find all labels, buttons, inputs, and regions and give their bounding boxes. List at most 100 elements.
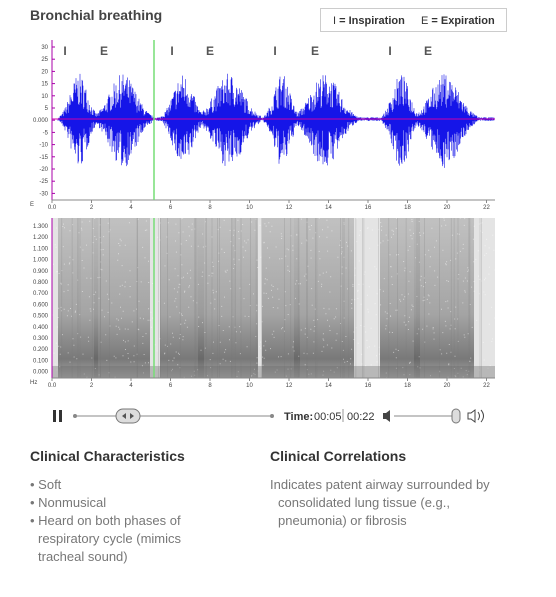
phase-marker: E — [100, 44, 108, 58]
volume-thumb[interactable] — [451, 408, 461, 424]
spectrogram-floor — [52, 366, 495, 378]
x-tick-label: 12 — [286, 205, 293, 211]
y-tick-label: 1.000 — [33, 258, 49, 264]
y-tick-label: 1.200 — [33, 235, 49, 241]
spectrogram-band — [294, 218, 354, 378]
seek-thumb[interactable] — [115, 408, 141, 424]
x-tick-label: 16 — [365, 383, 372, 389]
x-tick-label: 14 — [325, 205, 332, 211]
waveform-trace — [57, 73, 495, 168]
x-tick-label: 4 — [129, 383, 133, 389]
unit-label: Hz — [30, 380, 37, 386]
title: Bronchial breathing — [30, 7, 162, 23]
phase-marker: I — [273, 44, 276, 58]
list-item: Soft — [30, 476, 230, 494]
y-tick-label: 20 — [41, 69, 48, 75]
x-tick-label: 10 — [246, 383, 253, 389]
x-tick-label: 0.0 — [48, 205, 57, 211]
phase-marker: E — [206, 44, 214, 58]
y-tick-label: 0.000 — [33, 370, 49, 376]
y-tick-label: 30 — [41, 45, 48, 51]
correlations: Clinical Correlations Indicates patent a… — [270, 448, 490, 530]
spectrogram-band — [414, 218, 474, 378]
mute-button[interactable] — [383, 410, 390, 422]
y-tick-label: 0.600 — [33, 302, 49, 308]
phase-marker: E — [424, 44, 432, 58]
spectrogram-band — [58, 218, 98, 378]
y-tick-label: -30 — [39, 191, 48, 197]
y-tick-label: 0.700 — [33, 291, 49, 297]
y-tick-label: 25 — [41, 57, 48, 63]
x-tick-label: 20 — [444, 383, 451, 389]
spectrogram-noise — [52, 217, 496, 379]
legend-box — [320, 8, 507, 32]
x-tick-label: 20 — [444, 205, 451, 211]
seek-arrows — [122, 413, 134, 419]
x-tick-label: 2 — [90, 205, 94, 211]
x-tick-label: 18 — [404, 205, 411, 211]
list: Soft Nonmusical Heard on both phases of … — [30, 476, 230, 566]
x-tick-label: 18 — [404, 383, 411, 389]
unit-label: E — [30, 202, 34, 208]
y-tick-label: 0.900 — [33, 269, 49, 275]
y-tick-label: -15 — [39, 155, 48, 161]
characteristics: Clinical Characteristics Soft Nonmusical… — [30, 448, 230, 566]
y-tick-label: 0.100 — [33, 358, 49, 364]
y-tick-label: 0.400 — [33, 325, 49, 331]
y-tick-label: 0.300 — [33, 336, 49, 342]
seek-end — [270, 414, 274, 418]
spectrogram: 1.300 1.200 1.100 1.000 0.900 0.800 0.700 0.600… — [30, 217, 496, 389]
list-item: Nonmusical — [30, 494, 230, 512]
legend-item: E = Expiration — [421, 15, 495, 27]
volume-icon[interactable] — [467, 409, 484, 423]
x-tick-label: 22 — [483, 205, 490, 211]
x-tick-label: 8 — [208, 205, 212, 211]
x-tick-label: 6 — [169, 383, 173, 389]
player-controls: Time: 00:05 00:22 — [53, 408, 484, 424]
phase-marker: I — [388, 44, 391, 58]
spectrogram-band — [94, 218, 150, 378]
section-title: Clinical Characteristics — [30, 448, 185, 464]
y-tick-label: 0.500 — [33, 314, 49, 320]
pause-button[interactable] — [53, 410, 56, 422]
spectrogram-band — [198, 218, 258, 378]
y-tick-label: 15 — [41, 82, 48, 88]
y-tick-label: 1.300 — [33, 224, 49, 230]
x-tick-label: 0.0 — [48, 383, 57, 389]
x-tick-label: 2 — [90, 383, 94, 389]
waveform: I E I E I E I E 30 25 20 15 10 5 0.000 -5 -10 -15 -20 -25 -3… — [30, 40, 495, 211]
y-tick-label: 0.800 — [33, 280, 49, 286]
time-total: 00:22 — [347, 411, 375, 423]
y-tick-label: -10 — [39, 143, 48, 149]
list-item: Heard on both phases of respiratory cycl… — [30, 512, 230, 566]
y-tick-label: 10 — [41, 94, 48, 100]
x-tick-label: 10 — [246, 205, 253, 211]
spectrogram-band — [160, 218, 204, 378]
x-tick-label: 22 — [483, 383, 490, 389]
x-tick-label: 14 — [325, 383, 332, 389]
y-tick-label: 0.200 — [33, 347, 49, 353]
y-tick-label: 1.100 — [33, 246, 49, 252]
x-tick-label: 8 — [208, 383, 212, 389]
y-tick-label: -20 — [39, 167, 48, 173]
y-tick-label: -25 — [39, 179, 48, 185]
seek-end — [73, 414, 77, 418]
phase-marker: I — [170, 44, 173, 58]
y-tick-label: -5 — [43, 130, 49, 136]
section-title: Clinical Correlations — [270, 448, 407, 464]
x-tick-label: 6 — [169, 205, 173, 211]
pause-button — [59, 410, 62, 422]
x-tick-label: 4 — [129, 205, 133, 211]
y-tick-label: 0.000 — [33, 118, 49, 124]
time-label: Time: — [284, 411, 313, 423]
y-tick-label: 5 — [45, 106, 49, 112]
section-text: Indicates patent airway surrounded by co… — [270, 477, 490, 528]
time-current: 00:05 — [314, 411, 342, 423]
spectrogram-band — [380, 218, 420, 378]
phase-marker: I — [63, 44, 66, 58]
legend-item: I = Inspiration — [333, 15, 405, 27]
x-tick-label: 12 — [286, 383, 293, 389]
player-view: Bronchial breathing I = Inspiration E = … — [30, 7, 507, 424]
x-tick-label: 16 — [365, 205, 372, 211]
